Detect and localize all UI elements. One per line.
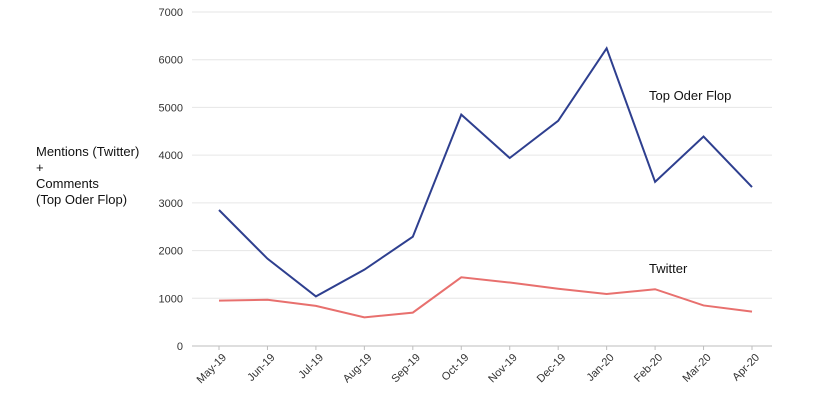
x-tick-label: Apr-20 [730,352,762,384]
y-axis-label-line-3: Comments [36,176,99,191]
y-axis-label-line-1: Mentions (Twitter) [36,144,139,159]
y-tick-label: 0 [177,341,183,353]
x-tick-label: Aug-19 [341,352,375,386]
x-tick-label: Jun-19 [245,352,277,384]
series-label-top-oder-flop: Top Oder Flop [649,88,731,103]
x-axis-ticks: May-19 Jun-19 Jul-19 Aug-19 Sep-19 Oct-19 Nov-… [195,346,762,386]
series-label-twitter: Twitter [649,261,688,276]
y-tick-label: 3000 [159,198,183,210]
y-tick-label: 4000 [159,150,183,162]
series-lines [218,46,753,319]
x-tick-label: Feb-20 [632,352,665,385]
x-tick-label: Jul-19 [296,352,326,382]
y-tick-label: 5000 [159,102,183,114]
y-tick-label: 7000 [159,7,183,19]
x-tick-label: Dec-19 [535,352,569,386]
series-line-twitter [218,276,753,319]
x-tick-label: Nov-19 [486,352,520,386]
x-tick-label: Sep-19 [389,352,423,386]
y-axis-label-line-4: (Top Oder Flop) [36,192,127,207]
y-tick-label: 1000 [159,293,183,305]
y-tick-label: 6000 [159,55,183,67]
y-axis-label-line-2: + [36,160,44,175]
series-line-top-oder-flop [218,46,753,298]
gridlines [192,11,772,347]
x-tick-label: Jan-20 [584,352,616,384]
x-tick-label: May-19 [195,352,229,386]
x-tick-label: Oct-19 [440,352,472,384]
y-tick-label: 2000 [159,246,183,258]
y-axis-ticks: 0 1000 2000 3000 4000 5000 6000 7000 [159,7,183,353]
x-tick-label: Mar-20 [681,352,714,385]
